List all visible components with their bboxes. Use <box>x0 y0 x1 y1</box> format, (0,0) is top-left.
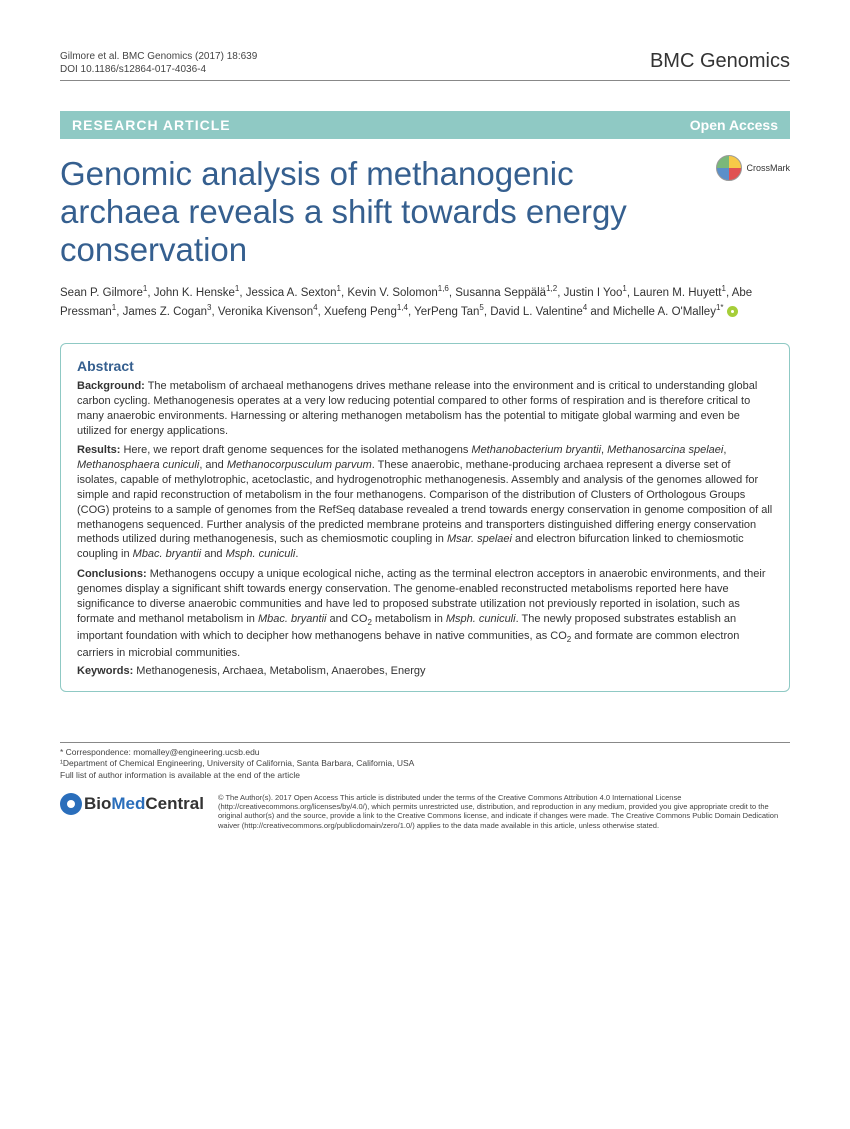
citation-block: Gilmore et al. BMC Genomics (2017) 18:63… <box>60 50 257 76</box>
correspondence-block: * Correspondence: momalley@engineering.u… <box>60 747 790 780</box>
doi-line: DOI 10.1186/s12864-017-4036-4 <box>60 63 257 76</box>
abstract-conclusions: Conclusions: Methanogens occupy a unique… <box>77 567 773 660</box>
license-row: BioMed Central © The Author(s). 2017 Ope… <box>60 793 790 831</box>
keywords-text: Methanogenesis, Archaea, Metabolism, Ana… <box>133 665 425 677</box>
abstract-heading: Abstract <box>77 358 773 374</box>
abstract-box: Abstract Background: The metabolism of a… <box>60 343 790 692</box>
article-type-banner: RESEARCH ARTICLE Open Access <box>60 111 790 139</box>
conclusions-text: Methanogens occupy a unique ecological n… <box>77 568 766 659</box>
results-text: Here, we report draft genome sequences f… <box>77 444 772 560</box>
page-header: Gilmore et al. BMC Genomics (2017) 18:63… <box>60 50 790 81</box>
conclusions-label: Conclusions: <box>77 568 147 580</box>
bmc-cog-icon <box>60 793 82 815</box>
correspondence-note: Full list of author information is avail… <box>60 770 790 781</box>
bmc-bio: Bio <box>84 794 111 814</box>
authors-text: Sean P. Gilmore1, John K. Henske1, Jessi… <box>60 287 752 318</box>
correspondence-email: * Correspondence: momalley@engineering.u… <box>60 747 790 758</box>
open-access-label: Open Access <box>690 117 778 133</box>
article-type-label: RESEARCH ARTICLE <box>72 117 231 133</box>
journal-name: BMC Genomics <box>650 50 790 73</box>
background-text: The metabolism of archaeal methanogens d… <box>77 380 757 437</box>
orcid-icon[interactable] <box>727 306 738 317</box>
bmc-med: Med <box>111 794 145 814</box>
article-title: Genomic analysis of methanogenic archaea… <box>60 155 698 269</box>
abstract-results: Results: Here, we report draft genome se… <box>77 443 773 562</box>
results-label: Results: <box>77 444 120 456</box>
crossmark-icon <box>716 155 742 181</box>
bmc-central: Central <box>145 794 204 814</box>
crossmark-label: CrossMark <box>746 163 790 173</box>
citation-line: Gilmore et al. BMC Genomics (2017) 18:63… <box>60 50 257 63</box>
keywords-line: Keywords: Methanogenesis, Archaea, Metab… <box>77 665 773 677</box>
license-text: © The Author(s). 2017 Open Access This a… <box>218 793 790 831</box>
keywords-label: Keywords: <box>77 665 133 677</box>
crossmark-badge[interactable]: CrossMark <box>716 155 790 181</box>
background-label: Background: <box>77 380 145 392</box>
author-list: Sean P. Gilmore1, John K. Henske1, Jessi… <box>60 283 790 321</box>
abstract-background: Background: The metabolism of archaeal m… <box>77 379 773 438</box>
correspondence-affiliation: ¹Department of Chemical Engineering, Uni… <box>60 758 790 769</box>
biomed-central-logo: BioMed Central <box>60 793 204 815</box>
